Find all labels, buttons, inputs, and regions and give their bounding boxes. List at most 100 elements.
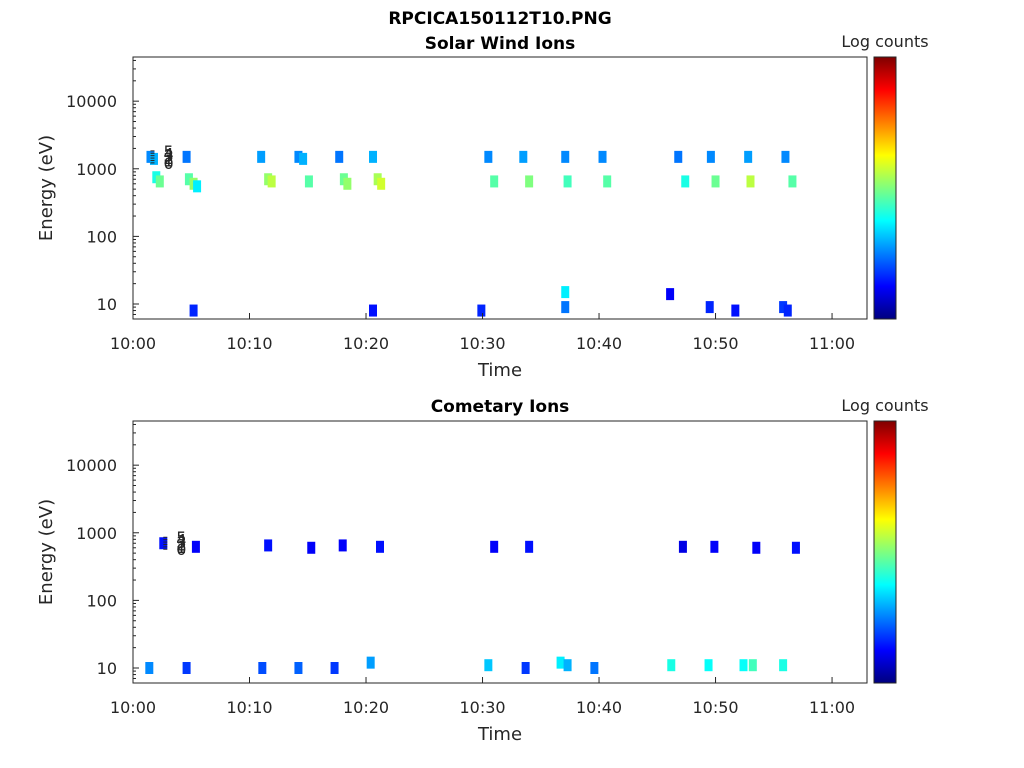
heatmap-cell [477, 304, 486, 317]
heatmap-cell [159, 537, 168, 550]
heatmap-cell [667, 659, 676, 672]
y-tick-label: 1000 [76, 160, 117, 179]
heatmap-cell [484, 150, 493, 163]
heatmap-cell [783, 304, 792, 317]
heatmap-cell [304, 175, 313, 188]
heatmap-cell [711, 175, 720, 188]
y-tick-label: 10 [97, 659, 117, 678]
heatmap-cell [338, 539, 347, 552]
heatmap-cell [590, 662, 599, 675]
x-tick-label: 10:00 [110, 698, 156, 717]
heatmap-cell [182, 662, 191, 675]
solar-wind-ions-title: Solar Wind Ions [425, 34, 576, 54]
y-tick-label: 100 [86, 227, 117, 246]
heatmap-cell [490, 540, 499, 553]
x-tick-label: 10:20 [343, 334, 389, 353]
heatmap-cell [519, 150, 528, 163]
heatmap-cell [748, 659, 757, 672]
heatmap-cell [561, 286, 570, 299]
heatmap-cell [343, 177, 352, 190]
x-tick-label: 10:30 [459, 334, 505, 353]
heatmap-cell [598, 150, 607, 163]
heatmap-cell [525, 540, 534, 553]
heatmap-cell [788, 175, 797, 188]
heatmap-cell [556, 656, 565, 669]
colorbar-tick-label: 5 [176, 528, 186, 547]
heatmap-cell [369, 150, 378, 163]
heatmap-cell [674, 150, 683, 163]
colorbar-tick-label: 4 [163, 144, 173, 163]
heatmap-cell [307, 541, 316, 554]
x-tick-label: 10:30 [459, 698, 505, 717]
heatmap-cell [267, 175, 276, 188]
heatmap-cell [525, 175, 534, 188]
solar-wind-ions-panel: Solar Wind Ions 10:00 10:10 10:20 10:30 10:4… [36, 32, 929, 381]
x-tick-label: 10:40 [576, 698, 622, 717]
cometary-ions-plot-area [132, 420, 868, 684]
heatmap-cell [563, 175, 572, 188]
solar-wind-ions-colorbar-label: Log counts [841, 32, 928, 51]
cometary-ions-y-ticks: 10 100 1000 10000 [66, 423, 139, 684]
colorbar-tick-label: 5 [163, 142, 173, 161]
heatmap-cell [257, 150, 266, 163]
y-tick-label: 10000 [66, 456, 117, 475]
heatmap-cell [145, 662, 154, 675]
x-tick-label: 10:40 [576, 334, 622, 353]
heatmap-cell [335, 150, 344, 163]
heatmap-cell [189, 304, 198, 317]
colorbar-tick-label: 3 [176, 533, 186, 552]
heatmap-cell [779, 659, 788, 672]
x-tick-label: 10:10 [226, 334, 272, 353]
y-tick-label: 1000 [76, 524, 117, 543]
heatmap-cell [681, 175, 690, 188]
cometary-ions-title: Cometary Ions [431, 397, 570, 417]
colorbar-tick-label: 2 [176, 535, 186, 554]
heatmap-cell [746, 175, 755, 188]
solar-wind-ions-cells [146, 150, 797, 317]
heatmap-cell [710, 540, 719, 553]
heatmap-cell [666, 288, 675, 301]
heatmap-cell [744, 150, 753, 163]
cometary-ions-colorbar-label: Log counts [841, 396, 928, 415]
heatmap-cell [184, 173, 193, 186]
heatmap-cell [377, 177, 386, 190]
heatmap-cell [258, 662, 267, 675]
solar-wind-ions-x-ticks: 10:00 10:10 10:20 10:30 10:40 10:50 11:00 [110, 313, 855, 353]
heatmap-cell [294, 150, 303, 163]
cometary-ions-panel: Cometary Ions 10:00 10:10 10:20 10:30 10:40 1… [36, 396, 929, 745]
y-tick-label: 10 [97, 295, 117, 314]
heatmap-cell [704, 659, 713, 672]
heatmap-cell [561, 301, 570, 314]
heatmap-cell [155, 175, 164, 188]
heatmap-cell [294, 662, 303, 675]
colorbar-tick-label: 2 [163, 149, 173, 168]
heatmap-cell [149, 152, 158, 165]
figure-title: RPCICA150112T10.PNG [388, 9, 611, 29]
heatmap-cell [752, 541, 761, 554]
colorbar-tick-label: 0 [176, 540, 186, 559]
solar-wind-ions-plot-area [132, 56, 868, 320]
heatmap-cell [731, 304, 740, 317]
heatmap-cell [182, 150, 191, 163]
solar-wind-ions-y-label: Energy (eV) [36, 135, 57, 241]
heatmap-cell [484, 659, 493, 672]
heatmap-cell [678, 540, 687, 553]
y-tick-label: 100 [86, 591, 117, 610]
y-tick-label: 10000 [66, 92, 117, 111]
colorbar-tick-label: 1 [163, 151, 173, 170]
heatmap-cell [739, 659, 748, 672]
colorbar-tick-label: 4 [176, 531, 186, 550]
solar-wind-ions-y-ticks: 10 100 1000 10000 [66, 59, 139, 320]
heatmap-cell [603, 175, 612, 188]
x-tick-label: 10:20 [343, 698, 389, 717]
cometary-ions-y-label: Energy (eV) [36, 499, 57, 605]
cometary-ions-colorbar [873, 420, 897, 684]
x-tick-label: 11:00 [809, 334, 855, 353]
heatmap-cell [791, 541, 800, 554]
heatmap-cell [706, 150, 715, 163]
solar-wind-ions-x-label: Time [477, 360, 522, 381]
cometary-ions-cells [145, 537, 800, 675]
